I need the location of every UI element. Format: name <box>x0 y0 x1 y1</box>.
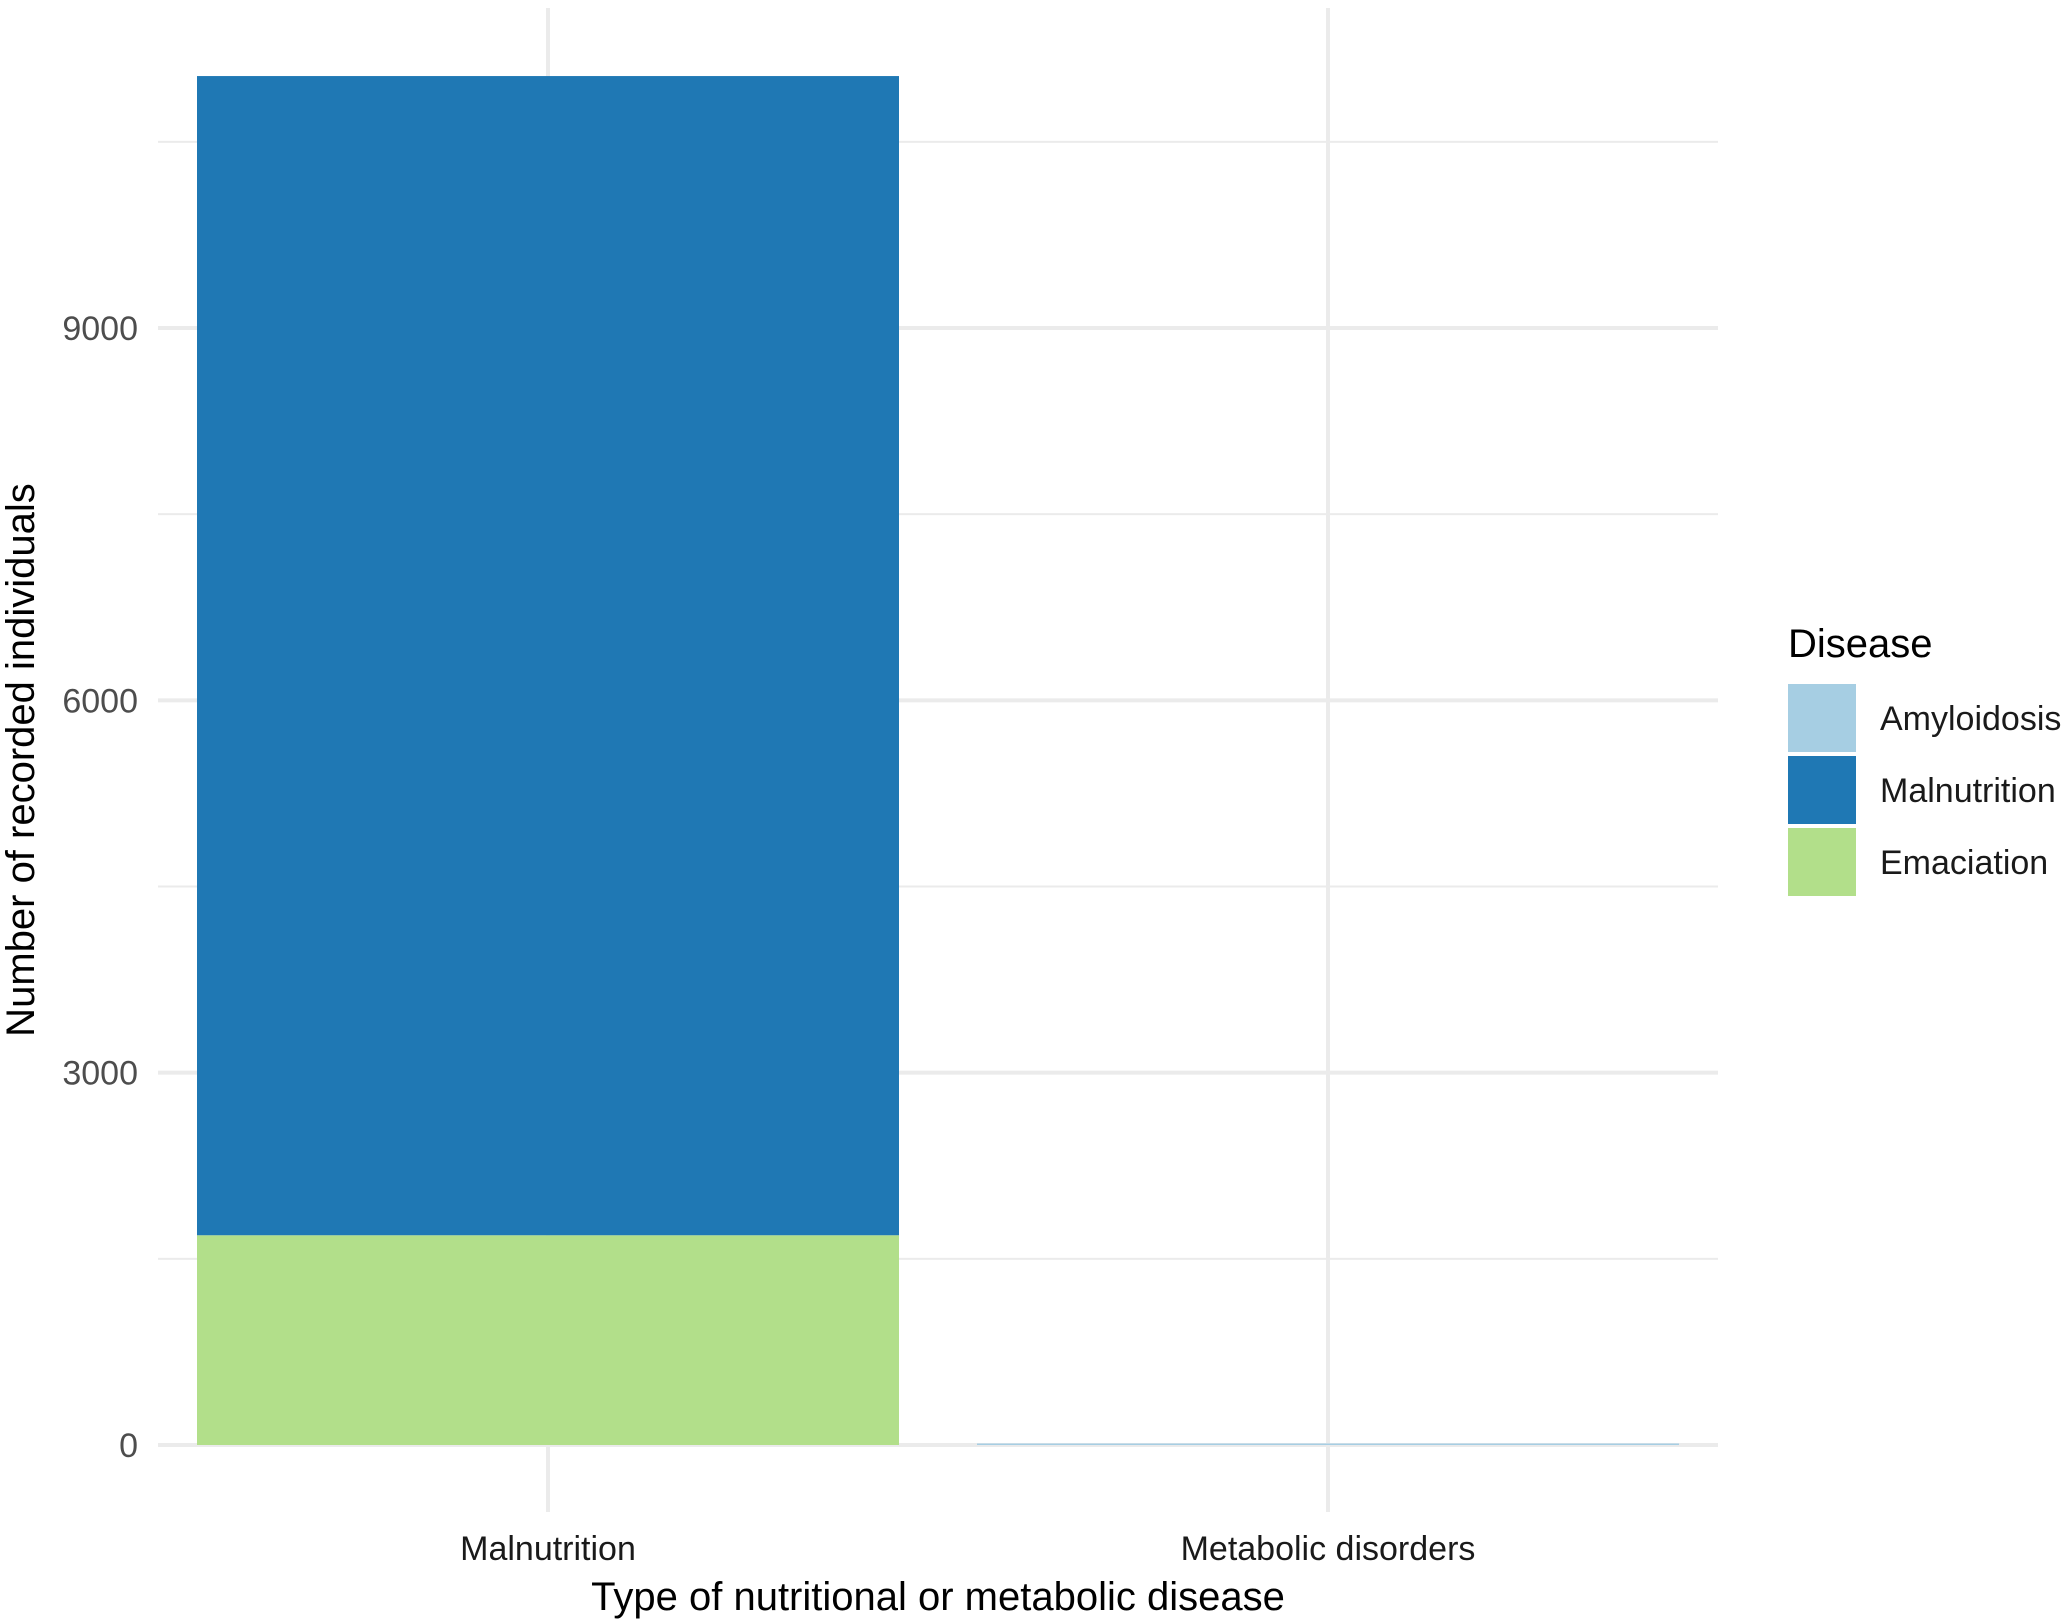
bar-emaciation-malnutrition <box>197 1235 899 1445</box>
legend-title: Disease <box>1788 622 1933 666</box>
x-tick-label: Malnutrition <box>460 1530 636 1568</box>
legend: Disease Amyloidosis Malnutrition Emaciatio… <box>1788 622 2061 896</box>
y-tick-label: 9000 <box>62 310 138 348</box>
y-tick-label: 6000 <box>62 682 138 720</box>
legend-items: Amyloidosis Malnutrition Emaciation <box>1788 684 2061 896</box>
legend-label: Malnutrition <box>1880 772 2056 810</box>
legend-item-emaciation: Emaciation <box>1788 828 2048 896</box>
legend-item-amyloidosis: Amyloidosis <box>1788 684 2061 752</box>
y-tick-label: 3000 <box>62 1055 138 1093</box>
legend-swatch <box>1788 684 1856 752</box>
y-axis-title: Number of recorded individuals <box>0 483 43 1037</box>
y-tick-label: 0 <box>119 1427 138 1465</box>
legend-item-malnutrition: Malnutrition <box>1788 756 2056 824</box>
legend-label: Amyloidosis <box>1880 700 2061 738</box>
bars <box>197 76 1679 1446</box>
x-axis-ticks: Malnutrition Metabolic disorders <box>460 1530 1475 1568</box>
bar-amyloidosis-metabolic-disorders <box>977 1443 1679 1446</box>
y-axis-ticks: 0 3000 6000 9000 <box>62 310 138 1465</box>
x-axis-title: Type of nutritional or metabolic disease <box>591 1575 1285 1619</box>
legend-swatch <box>1788 828 1856 896</box>
x-tick-label: Metabolic disorders <box>1181 1530 1476 1568</box>
legend-label: Emaciation <box>1880 844 2048 882</box>
legend-swatch <box>1788 756 1856 824</box>
bar-malnutrition-malnutrition <box>197 76 899 1236</box>
